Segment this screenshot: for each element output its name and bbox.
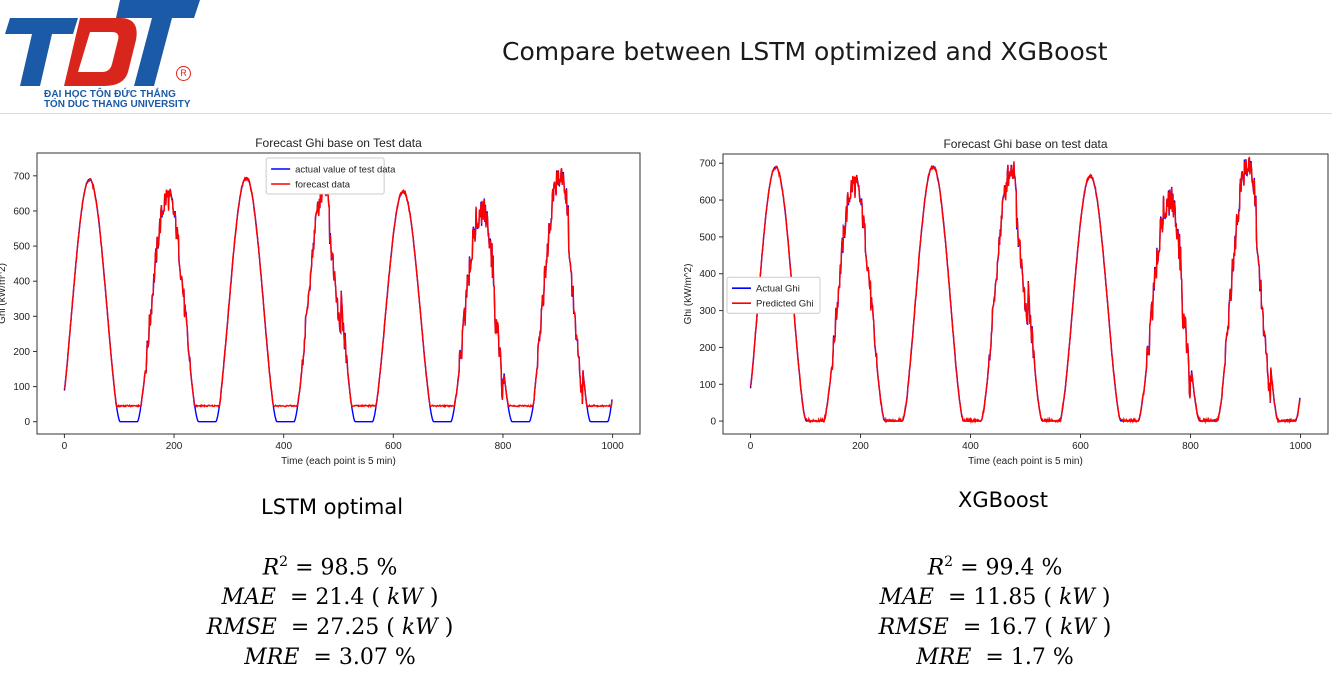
lstm-y-axis-label: Ghi (kW/m^2) [0, 263, 8, 324]
lstm-y-tick-label: 400 [13, 277, 30, 288]
lstm-y-tick-label: 200 [13, 347, 30, 358]
lstm-x-tick-label: 0 [62, 441, 68, 452]
xgb-plot-frame [722, 153, 1329, 435]
logo-text-english: TON DUC THANG UNIVERSITY [44, 99, 191, 110]
xgb-y-tick-label: 200 [699, 343, 716, 354]
lstm-x-tick-label: 800 [495, 441, 512, 452]
xgb-legend-label-forecast: Predicted Ghi [756, 299, 814, 310]
xgb-legend-label-actual: Actual Ghi [756, 284, 800, 295]
university-logo: R ĐẠI HỌC TÔN ĐỨC THẮNG TON DUC THANG UN… [0, 0, 205, 112]
lstm-y-tick-label: 700 [13, 171, 30, 182]
tdt-logo-mark [5, 0, 200, 86]
lstm-y-tick-label: 300 [13, 312, 30, 323]
lstm-x-tick-label: 600 [385, 441, 402, 452]
xgboost-mre-row: MRE = 1.7 % [916, 645, 1074, 671]
lstm-x-axis-label: Time (each point is 5 min) [281, 456, 396, 467]
slide-title: Compare between LSTM optimized and XGBoo… [502, 37, 1108, 66]
lstm-y-tick-label: 0 [24, 417, 30, 428]
xgb-y-tick-label: 600 [699, 196, 716, 207]
xgboost-rmse-row: RMSE = 16.7 ( kW ) [878, 615, 1112, 641]
lstm-model-label: LSTM optimal [261, 495, 404, 519]
lstm-series-forecast [63, 167, 613, 409]
xgb-x-axis-label: Time (each point is 5 min) [968, 456, 1083, 467]
lstm-y-tick-label: 100 [13, 382, 30, 393]
lstm-x-tick-label: 200 [166, 441, 183, 452]
xgb-x-tick-label: 0 [748, 441, 754, 452]
logo-text-vietnamese: ĐẠI HỌC TÔN ĐỨC THẮNG [44, 89, 177, 100]
xgboost-metrics: R2 = 99.4 % MAE = 11.85 ( kW ) RMSE = 16… [845, 547, 1145, 673]
xgb-series-forecast [749, 156, 1301, 425]
xgb-series-actual [749, 158, 1301, 422]
lstm-legend-box [265, 157, 385, 195]
xgb-chart-title: Forecast Ghi base on test data [943, 137, 1107, 151]
lstm-rmse-row: RMSE = 27.25 ( kW ) [206, 615, 454, 641]
lstm-y-tick-label: 500 [13, 242, 30, 253]
xgb-y-tick-label: 300 [699, 306, 716, 317]
xgboost-mae-row: MAE = 11.85 ( kW ) [879, 585, 1111, 611]
lstm-mae-row: MAE = 21.4 ( kW ) [221, 585, 439, 611]
lstm-metrics: R2 = 98.5 % MAE = 21.4 ( kW ) RMSE = 27.… [180, 547, 480, 673]
lstm-chart-title: Forecast Ghi base on Test data [255, 136, 422, 150]
xgb-x-tick-label: 1000 [1289, 441, 1312, 452]
lstm-x-tick-label: 400 [275, 441, 292, 452]
xgboost-r2-row: R2 = 99.4 % [927, 554, 1063, 581]
xgb-x-tick-label: 600 [1072, 441, 1089, 452]
xgb-y-tick-label: 400 [699, 269, 716, 280]
xgb-y-axis-label: Ghi (kW/m^2) [684, 264, 694, 325]
lstm-plot-frame [36, 152, 641, 435]
lstm-x-tick-label: 1000 [601, 441, 624, 452]
xgb-y-tick-label: 0 [710, 417, 716, 428]
xgb-x-tick-label: 400 [962, 441, 979, 452]
xgb-x-tick-label: 800 [1182, 441, 1199, 452]
header-divider [0, 113, 1332, 114]
xgb-legend-box [726, 276, 821, 314]
xgb-y-tick-label: 700 [699, 159, 716, 170]
lstm-mre-row: MRE = 3.07 % [244, 645, 416, 671]
lstm-legend-label-actual: actual value of test data [295, 165, 396, 176]
lstm-r2-row: R2 = 98.5 % [262, 554, 398, 581]
xgb-x-tick-label: 200 [852, 441, 869, 452]
xgboost-forecast-chart: Forecast Ghi base on test data 0 200 400 600… [684, 137, 1329, 467]
lstm-forecast-chart: Forecast Ghi base on Test data 0 200 400 600… [0, 136, 641, 467]
xgb-y-tick-label: 500 [699, 232, 716, 243]
lstm-series-actual [63, 169, 613, 423]
registered-mark: R [176, 66, 191, 81]
lstm-legend-label-forecast: forecast data [295, 180, 351, 191]
lstm-y-tick-label: 600 [13, 206, 30, 217]
xgboost-model-label: XGBoost [958, 488, 1048, 512]
xgb-y-tick-label: 100 [699, 380, 716, 391]
